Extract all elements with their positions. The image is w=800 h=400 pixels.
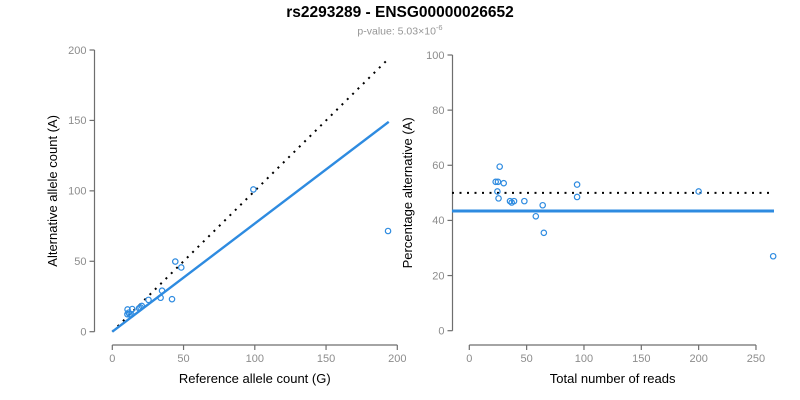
data-point [137,304,144,311]
x-tick-label: 50 [177,353,189,365]
data-point [573,181,581,188]
y-tick-label: 200 [68,45,86,57]
data-point [510,197,518,205]
x-tick-label: 100 [575,353,593,365]
y-tick-label: 60 [432,160,444,172]
x-tick-label: 0 [109,353,115,365]
p-value-subtitle: p-value: 5.03×10-6 [0,23,800,38]
p-value-exponent: -6 [435,23,443,32]
y-tick-label: 80 [432,105,444,117]
data-point [177,264,185,271]
y-tick-label: 0 [80,327,86,339]
y-tick-label: 40 [432,215,444,227]
x-tick-label: 200 [388,353,406,365]
data-point [495,195,502,202]
data-point [492,178,499,186]
data-point [250,186,257,193]
data-point [168,295,176,303]
data-point [521,197,528,205]
data-point [127,311,135,318]
data-point [384,227,392,235]
data-point [494,188,501,195]
x-tick-label: 0 [466,353,472,365]
x-tick-label: 50 [521,353,533,365]
allele-counts-panel-x-axis-title: Reference allele count (G) [179,371,331,386]
data-point [532,212,540,220]
data-point [158,287,166,295]
x-tick-label: 100 [246,353,264,365]
data-point [171,258,179,265]
percentage-panel-y-axis-title: Percentage alternative (A) [400,117,415,268]
data-point [540,229,548,237]
data-point [138,302,146,310]
identity-line [111,59,389,333]
figure-title: rs2293289 - ENSG00000026652 [286,4,514,21]
y-tick-label: 0 [438,326,444,338]
data-point [124,310,131,318]
percentage-panel-x-axis-title: Total number of reads [550,371,676,386]
y-tick-label: 100 [426,50,444,62]
x-tick-label: 200 [689,353,707,365]
data-point [769,252,777,260]
y-tick-label: 50 [74,256,86,268]
data-point [573,193,581,201]
data-point [494,178,502,186]
x-tick-label: 250 [747,353,765,365]
data-point [145,296,152,304]
data-point [496,163,503,170]
y-tick-label: 20 [432,270,444,282]
data-point [506,197,514,205]
data-point [157,294,164,302]
fit-line [111,120,390,333]
y-tick-label: 100 [68,186,86,198]
data-point [539,201,546,209]
data-point [695,188,702,195]
allele-counts-panel-y-axis-title: Alternative allele count (A) [45,115,60,267]
y-tick-label: 150 [68,115,86,127]
x-tick-label: 150 [317,353,335,365]
p-value-base: p-value: 5.03×10 [357,25,436,38]
data-point [500,179,508,187]
x-tick-label: 150 [632,353,650,365]
